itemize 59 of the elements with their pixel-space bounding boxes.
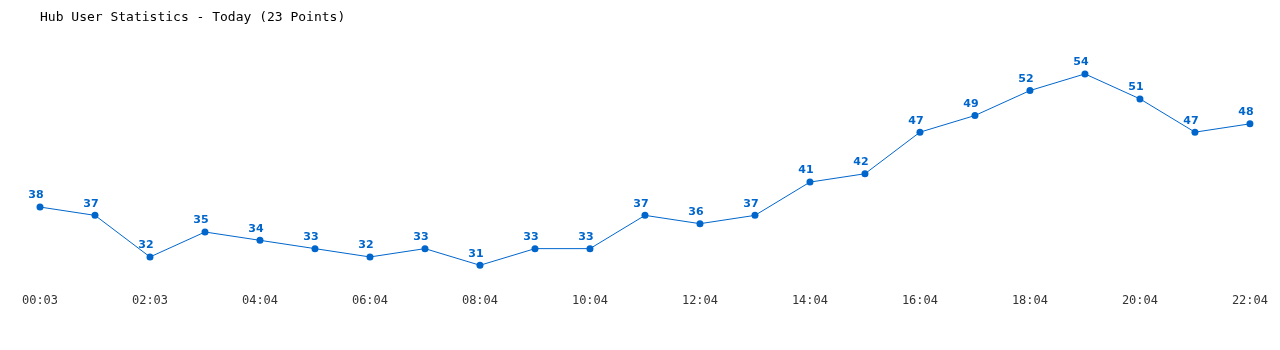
data-label: 34 xyxy=(248,221,264,235)
x-tick-label: 00:03 xyxy=(21,292,59,307)
data-label: 33 xyxy=(303,230,319,243)
data-label: 47 xyxy=(908,113,924,127)
data-label: 33 xyxy=(523,230,539,243)
point xyxy=(1026,87,1034,95)
x-tick-label: 18:04 xyxy=(1011,292,1049,307)
point xyxy=(256,236,264,244)
point xyxy=(641,211,649,219)
point xyxy=(806,178,814,186)
data-label: 33 xyxy=(413,230,429,243)
x-tick-label: 10:04 xyxy=(571,292,609,307)
x-tick-label: 16:04 xyxy=(901,292,939,307)
point xyxy=(751,211,759,219)
data-label: 32 xyxy=(358,238,374,252)
x-tick-label: 14:04 xyxy=(791,292,829,307)
point xyxy=(916,128,924,136)
data-label: 51 xyxy=(1128,80,1144,94)
data-label: 35 xyxy=(193,213,209,227)
point xyxy=(1246,120,1254,128)
point xyxy=(476,261,484,269)
data-label: 52 xyxy=(1018,71,1034,85)
point xyxy=(91,211,99,219)
point xyxy=(531,245,539,253)
x-tick-label: 20:04 xyxy=(1121,292,1159,307)
point xyxy=(1081,70,1089,78)
data-label: 48 xyxy=(1238,105,1254,119)
point xyxy=(971,112,979,120)
point xyxy=(311,245,319,253)
x-tick-label: 08:04 xyxy=(461,292,499,307)
data-label: 38 xyxy=(28,188,44,202)
data-label: 31 xyxy=(468,246,484,260)
data-label: 37 xyxy=(83,196,99,210)
point xyxy=(421,245,429,253)
point xyxy=(586,245,594,253)
data-label: 49 xyxy=(963,96,979,110)
x-tick-label: 22:04 xyxy=(1231,292,1268,307)
point xyxy=(146,253,154,261)
point xyxy=(201,228,209,236)
point xyxy=(696,220,704,228)
data-label: 33 xyxy=(578,230,594,243)
data-label: 32 xyxy=(138,238,154,252)
x-tick-label: 12:04 xyxy=(681,292,719,307)
point xyxy=(366,253,374,261)
data-label: 42 xyxy=(853,155,869,169)
point xyxy=(1136,95,1144,103)
point xyxy=(861,170,869,178)
chart-title: Hub User Statistics - Today (23 Points) xyxy=(40,9,346,25)
point xyxy=(1191,128,1199,136)
data-label: 41 xyxy=(798,163,814,177)
data-label: 37 xyxy=(743,196,759,210)
data-label: 36 xyxy=(688,205,704,219)
data-label: 47 xyxy=(1183,113,1199,127)
x-tick-label: 04:04 xyxy=(241,292,279,307)
data-label: 54 xyxy=(1073,55,1089,69)
data-label: 37 xyxy=(633,196,649,210)
x-tick-label: 06:04 xyxy=(351,292,389,307)
point xyxy=(36,203,44,211)
x-tick-label: 02:03 xyxy=(131,292,169,307)
